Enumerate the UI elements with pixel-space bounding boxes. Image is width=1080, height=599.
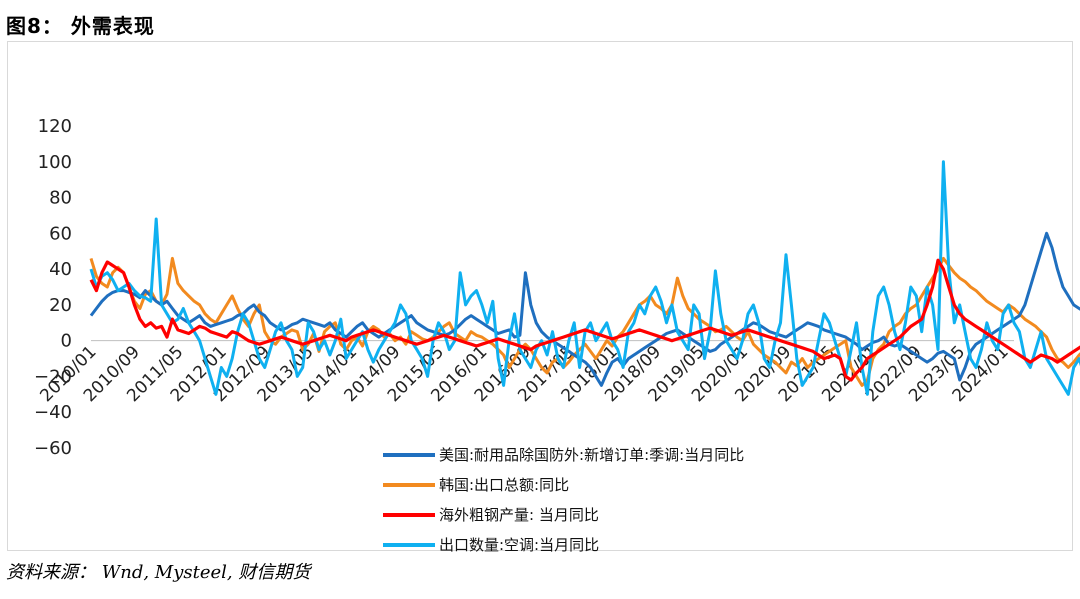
line-chart: 120100806040200−20−40−602010/012010/0920… [34,116,1080,554]
y-tick-label: 80 [49,188,72,209]
source-note: 资料来源： Wnd, Mysteel, 财信期货 [6,562,311,583]
legend-label-0: 美国:耐用品除国防外:新增订单:季调:当月同比 [439,446,744,464]
legend: 美国:耐用品除国防外:新增订单:季调:当月同比韩国:出口总额:同比海外粗钢产量:… [383,446,744,554]
legend-label-1: 韩国:出口总额:同比 [439,476,569,494]
y-tick-label: −60 [34,438,72,459]
series-line-3 [89,160,1080,396]
series-line-1 [89,256,1080,387]
y-tick-label: 40 [49,259,72,280]
series-line-0 [89,231,1080,387]
y-tick-label: −20 [34,366,72,387]
series-layer [89,160,1080,396]
y-tick-label: 20 [49,295,72,316]
y-tick-label: 100 [38,152,72,173]
legend-label-2: 海外粗钢产量: 当月同比 [439,506,599,524]
legend-label-3: 出口数量:空调:当月同比 [439,536,599,554]
y-tick-label: −40 [34,402,72,423]
series-line-2 [89,258,1080,382]
y-tick-label: 60 [49,223,72,244]
y-tick-label: 120 [38,116,72,137]
figure-title: 图8： 外需表现 [6,14,155,38]
y-tick-label: 0 [61,331,72,352]
chart-frame [7,41,1073,551]
